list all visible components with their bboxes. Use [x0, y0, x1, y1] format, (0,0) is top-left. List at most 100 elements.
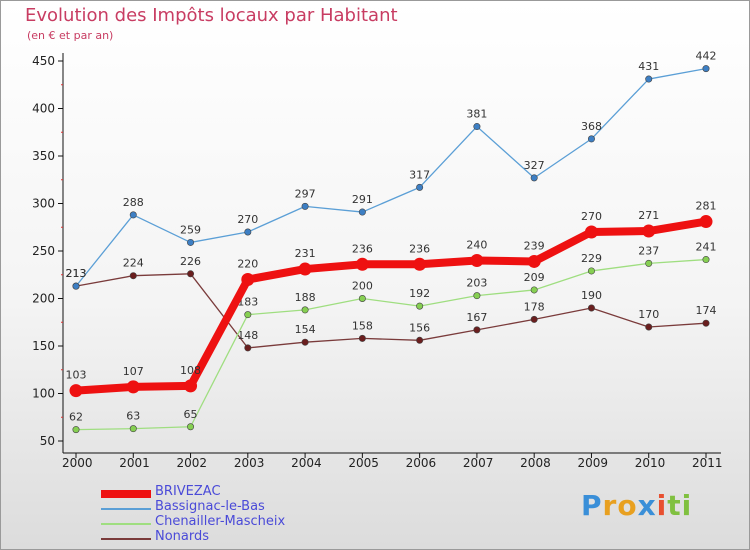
x-tick-label: 2001 — [119, 456, 150, 470]
data-point — [358, 208, 366, 216]
data-label: 226 — [180, 255, 201, 268]
data-point — [126, 380, 140, 394]
data-label: 442 — [696, 50, 717, 63]
data-point — [298, 262, 312, 276]
x-tick-label: 2010 — [635, 456, 666, 470]
data-point — [587, 304, 595, 312]
legend-swatch — [101, 523, 151, 525]
legend-label: BRIVEZAC — [155, 484, 221, 499]
data-point — [530, 315, 538, 323]
data-label: 103 — [66, 369, 87, 382]
data-label: 239 — [524, 239, 545, 252]
data-point — [587, 267, 595, 275]
data-point — [587, 135, 595, 143]
data-point — [244, 344, 252, 352]
x-tick-label: 2003 — [234, 456, 265, 470]
data-point — [301, 338, 309, 346]
data-point — [69, 384, 83, 398]
data-label: 156 — [409, 321, 430, 334]
series-chenailler-mascheix: 62 63 65 183 188 200 192 203 209 229 237 241 — [69, 241, 717, 434]
data-point — [241, 273, 255, 286]
x-tick-label: 2008 — [520, 456, 551, 470]
series-line — [75, 217, 707, 395]
y-tick-label: 300 — [32, 197, 55, 211]
data-label: 107 — [123, 365, 144, 378]
series-bassignac-le-bas: 213 288 259 270 297 291 317 381 327 368 431 442 — [66, 50, 717, 290]
legend-swatch — [101, 490, 151, 498]
x-tick-label: 2011 — [692, 456, 723, 470]
data-label: 108 — [180, 364, 201, 377]
data-point — [416, 302, 424, 310]
data-label: 224 — [123, 257, 144, 270]
data-label: 431 — [638, 60, 659, 73]
data-point — [129, 211, 137, 219]
chart-subtitle: (en € et par an) — [27, 29, 114, 42]
data-point — [129, 272, 137, 280]
data-label: 178 — [524, 300, 545, 313]
data-label: 190 — [581, 289, 602, 302]
data-label: 170 — [638, 308, 659, 321]
data-point — [470, 254, 484, 267]
data-point — [301, 306, 309, 314]
data-label: 317 — [409, 168, 430, 181]
x-tick-label: 2004 — [291, 456, 322, 470]
series-brivezac: 103 107 108 220 231 236 236 240 239 270 271 281 — [66, 200, 717, 398]
y-tick-label: 50 — [40, 434, 55, 448]
data-label: 62 — [69, 411, 83, 424]
data-label: 203 — [466, 277, 487, 290]
data-point — [129, 425, 137, 433]
data-point — [72, 282, 80, 290]
data-label: 327 — [524, 159, 545, 172]
data-point — [184, 379, 198, 393]
series-line — [75, 67, 707, 287]
series-line — [75, 273, 707, 349]
data-label: 236 — [352, 242, 373, 255]
data-label: 148 — [237, 329, 258, 342]
data-point — [645, 259, 653, 267]
logo-letter: t — [667, 489, 682, 522]
data-point — [358, 334, 366, 342]
data-point — [702, 319, 710, 327]
logo-letter: i — [656, 489, 668, 522]
x-tick-label: 2000 — [62, 456, 93, 470]
data-point — [72, 426, 80, 434]
data-point — [702, 256, 710, 264]
data-point — [645, 323, 653, 331]
chart-title: Evolution des Impôts locaux par Habitant — [25, 5, 398, 26]
data-point — [416, 183, 424, 191]
data-label: 281 — [696, 200, 717, 213]
data-label: 270 — [237, 213, 258, 226]
legend-label: Chenailler-Mascheix — [155, 514, 286, 529]
data-label: 183 — [237, 296, 258, 309]
data-label: 213 — [66, 267, 87, 280]
data-label: 259 — [180, 223, 201, 236]
x-tick-label: 2009 — [577, 456, 608, 470]
data-label: 188 — [295, 291, 316, 304]
data-point — [413, 257, 427, 271]
data-point — [358, 294, 366, 302]
data-label: 192 — [409, 287, 430, 300]
data-point — [530, 174, 538, 182]
data-point — [355, 257, 369, 271]
data-label: 154 — [295, 323, 316, 336]
data-point — [244, 228, 252, 236]
data-point — [642, 224, 656, 238]
y-tick-label: 200 — [32, 292, 55, 306]
data-label: 213 — [66, 267, 87, 280]
data-label: 220 — [237, 258, 258, 271]
data-point — [645, 75, 653, 83]
logo-letter: P — [581, 489, 603, 522]
data-point — [187, 423, 195, 431]
data-label: 158 — [352, 319, 373, 332]
data-label: 229 — [581, 252, 602, 265]
data-label: 270 — [581, 210, 602, 223]
data-point — [702, 65, 710, 73]
data-point — [416, 336, 424, 344]
series-nonards: 213 224 226 148 154 158 156 167 178 190 170 174 — [66, 255, 717, 352]
data-label: 381 — [466, 108, 487, 121]
data-label: 209 — [524, 271, 545, 284]
logo-letter: o — [617, 489, 638, 522]
y-tick-label: 400 — [32, 102, 55, 116]
